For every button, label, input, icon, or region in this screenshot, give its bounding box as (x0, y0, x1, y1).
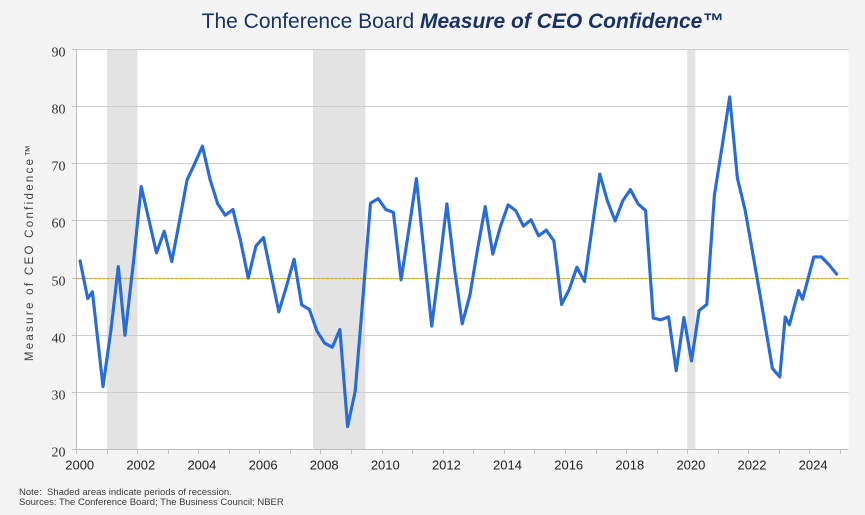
svg-text:2018: 2018 (615, 458, 644, 473)
svg-text:2000: 2000 (65, 458, 94, 473)
svg-text:2006: 2006 (249, 458, 278, 473)
svg-text:2004: 2004 (187, 458, 216, 473)
svg-text:80: 80 (52, 103, 66, 118)
svg-text:2008: 2008 (310, 458, 339, 473)
svg-text:60: 60 (52, 217, 66, 232)
svg-text:90: 90 (52, 46, 66, 61)
svg-text:2012: 2012 (432, 458, 461, 473)
svg-text:20: 20 (52, 446, 66, 461)
svg-text:2002: 2002 (126, 458, 155, 473)
svg-text:2024: 2024 (799, 458, 828, 473)
svg-text:2022: 2022 (738, 458, 767, 473)
svg-text:2020: 2020 (676, 458, 705, 473)
svg-text:30: 30 (52, 389, 66, 404)
svg-text:2016: 2016 (554, 458, 583, 473)
svg-text:40: 40 (52, 332, 66, 347)
svg-text:50: 50 (52, 275, 66, 290)
svg-text:70: 70 (52, 160, 66, 175)
svg-text:2014: 2014 (493, 458, 522, 473)
svg-text:Measure of CEO Confidence™: Measure of CEO Confidence™ (24, 143, 36, 361)
svg-text:2010: 2010 (371, 458, 400, 473)
